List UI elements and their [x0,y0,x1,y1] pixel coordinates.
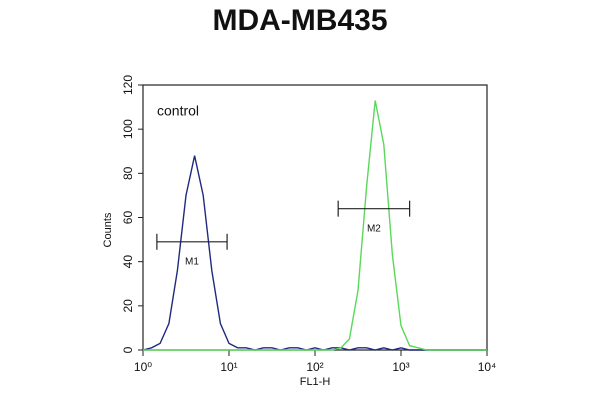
y-tick-label: 120 [121,75,135,95]
y-tick-label: 0 [121,346,135,353]
x-axis-label: FL1-H [300,376,331,388]
annotation: control [157,103,199,119]
x-tick-label: 10² [306,360,323,374]
gate-label: M2 [367,223,381,234]
y-tick-label: 20 [121,299,135,313]
x-tick-label: 10³ [392,360,409,374]
y-tick-label: 80 [121,166,135,180]
x-tick-label: 10¹ [220,360,237,374]
histogram-line [142,155,487,351]
y-tick-label: 40 [121,255,135,269]
chart-title: MDA-MB435 [212,4,387,37]
y-axis-label: Counts [102,212,114,247]
y-tick-label: 100 [121,119,135,139]
histogram-line [143,100,487,351]
x-tick-label: 10⁴ [478,360,497,374]
y-tick-label: 60 [121,211,135,225]
gate-label: M1 [185,256,199,267]
plot-frame [142,84,488,351]
x-tick-label: 10⁰ [134,360,152,374]
